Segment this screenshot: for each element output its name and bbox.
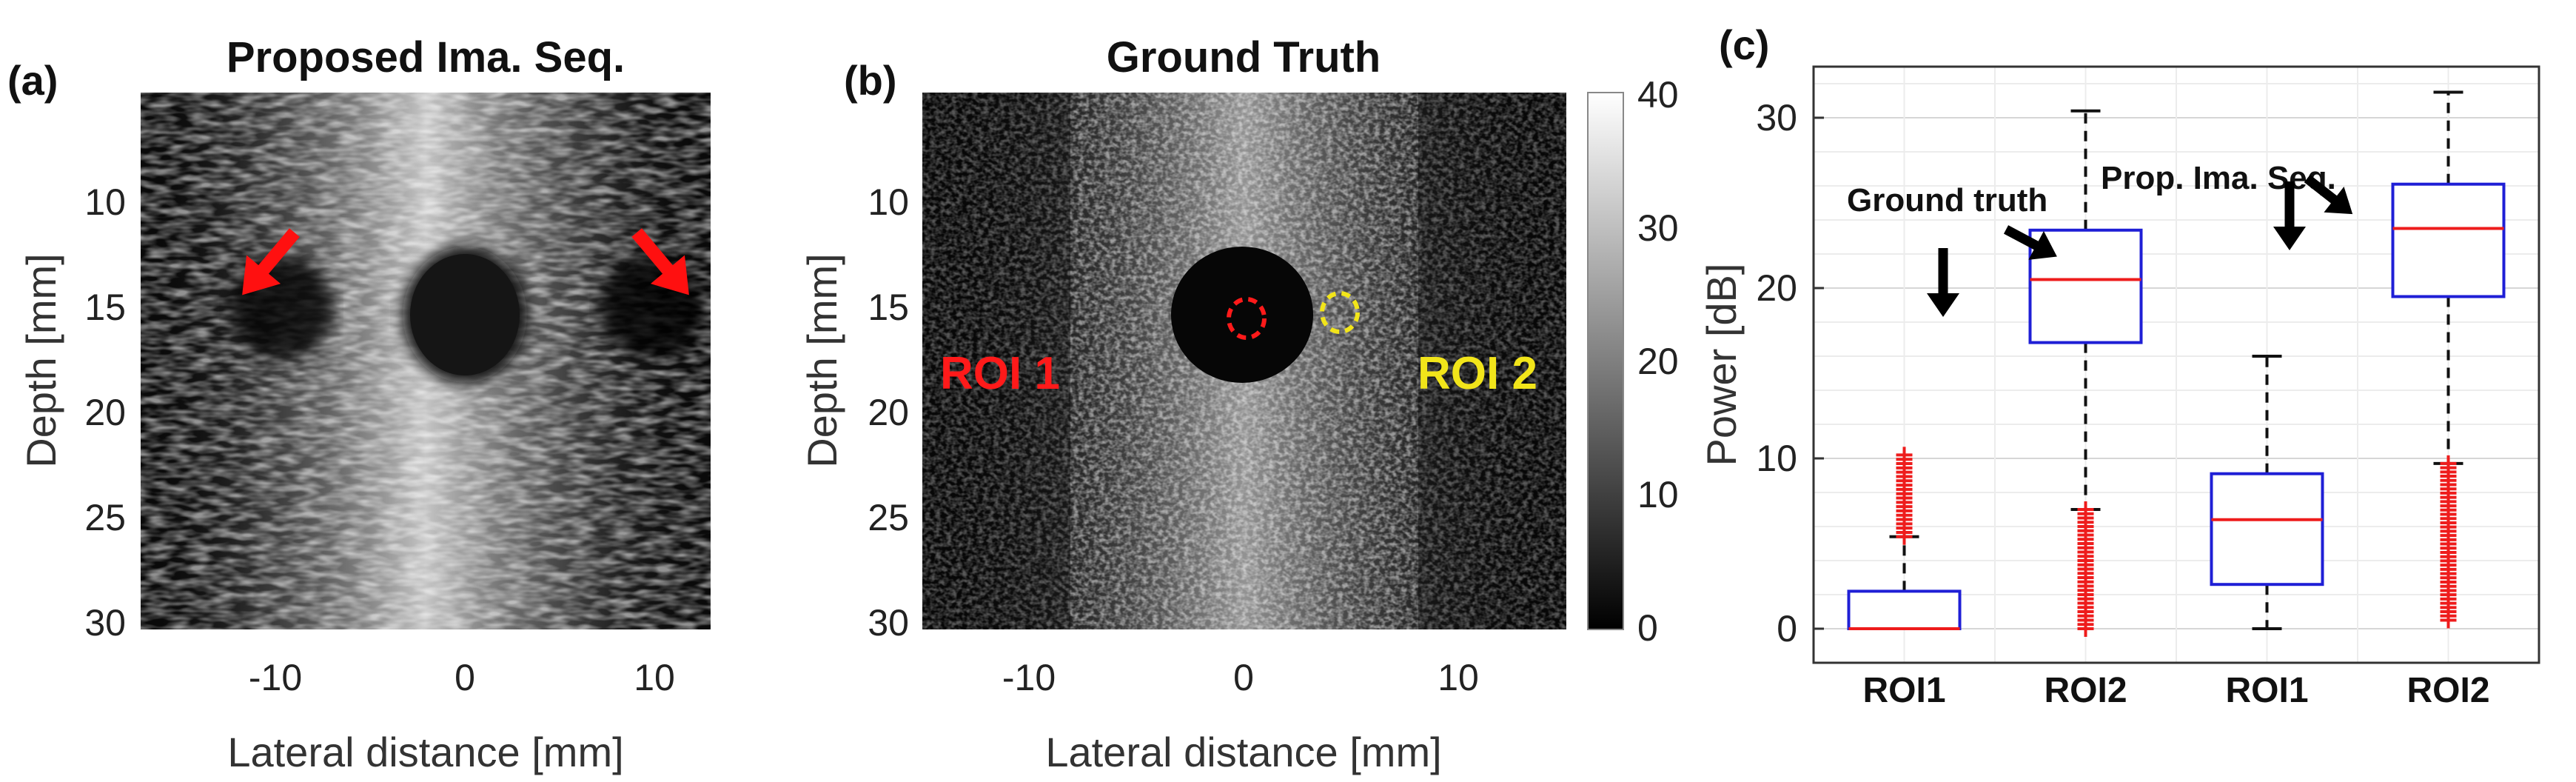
box (2210, 472, 2324, 586)
panel-a-image (141, 93, 711, 629)
outlier-marker (2077, 501, 2094, 518)
panel-b-yticks: 10 15 20 25 30 (868, 181, 909, 644)
panel-a-arrow-left (242, 228, 300, 295)
colorbar: 0 10 20 30 40 (1587, 74, 1679, 649)
roi2-marker (1320, 291, 1360, 334)
annotation-arrow (2304, 174, 2353, 215)
ytick-label: 20 (1756, 267, 1797, 309)
category-label: ROI2 (2044, 671, 2127, 710)
panel-a-tag: (a) (7, 57, 58, 104)
plot-frame (1812, 65, 2540, 664)
panel-a-ytick: 15 (84, 287, 126, 328)
colorbar-tick: 40 (1637, 74, 1679, 116)
panel-b-tag: (b) (844, 57, 897, 104)
panel-a-xticks: -10 0 10 (249, 657, 675, 698)
panel-a-ytick: 25 (84, 497, 126, 538)
annotation-ground-truth: Ground truth (1847, 182, 2047, 218)
panel-a-xtick: 10 (634, 657, 675, 698)
annotation-arrow (2003, 225, 2057, 260)
category-label: ROI2 (2406, 671, 2489, 710)
panel-a: (a) Proposed Ima. Seq. 10 15 20 25 (7, 33, 711, 775)
panel-a-ytick: 10 (84, 181, 126, 223)
panel-a-xtick: -10 (249, 657, 302, 698)
panel-b: (b) Ground Truth ROI 1 ROI 2 0 10 20 30 … (799, 33, 1679, 775)
panel-b-xticks: -10 0 10 (1002, 657, 1479, 698)
ytick-label: 0 (1777, 608, 1797, 649)
panel-a-ytick: 20 (84, 392, 126, 433)
box (2391, 182, 2506, 298)
panel-a-arrow-right (631, 228, 689, 295)
annotation-proposed: Prop. Ima. Seq. (2101, 160, 2336, 196)
panel-b-xlabel: Lateral distance [mm] (1045, 729, 1441, 775)
ytick-label: 30 (1756, 97, 1797, 138)
annotation-arrow (1927, 248, 1959, 317)
panel-b-xtick: -10 (1002, 657, 1056, 698)
y-axis-label: Power [dB] (1698, 264, 1745, 467)
roi2-label: ROI 2 (1418, 348, 1537, 399)
category-label: ROI1 (2225, 671, 2308, 710)
outlier-marker (2440, 455, 2457, 472)
colorbar-tick: 20 (1637, 341, 1679, 382)
category-label: ROI1 (1862, 671, 1945, 710)
colorbar-tick: 10 (1637, 474, 1679, 515)
panel-a-yticks: 10 15 20 25 30 (84, 181, 126, 644)
colorbar-tick: 0 (1637, 607, 1658, 649)
annotation-arrow (2273, 181, 2306, 250)
roi1-marker (1227, 297, 1267, 340)
panel-a-ytick: 30 (84, 602, 126, 644)
panel-b-ytick: 15 (868, 287, 909, 328)
panel-a-ylabel: Depth [mm] (18, 253, 64, 467)
panel-c-tag: (c) (1719, 21, 1769, 68)
panel-a-xtick: 0 (455, 657, 475, 698)
panel-b-ytick: 20 (868, 392, 909, 433)
box (1847, 589, 1962, 631)
colorbar-tick: 30 (1637, 207, 1679, 249)
panel-c: (c) 0 10 20 30 Power [dB] ROI1 ROI2 ROI1 ROI2 Gr… (1698, 21, 2540, 710)
panel-b-ytick: 30 (868, 602, 909, 644)
panel-b-title: Ground Truth (1107, 33, 1381, 81)
roi1-label: ROI 1 (940, 348, 1060, 399)
panel-b-xtick: 10 (1438, 657, 1479, 698)
panel-b-ytick: 10 (868, 181, 909, 223)
panel-a-xlabel: Lateral distance [mm] (227, 729, 623, 775)
panel-b-xtick: 0 (1233, 657, 1254, 698)
outlier-marker (1896, 447, 1913, 464)
boxplot: 0 10 20 30 Power [dB] ROI1 ROI2 ROI1 ROI2 (1698, 65, 2540, 710)
panel-b-ytick: 25 (868, 497, 909, 538)
panel-b-image (922, 93, 1566, 629)
panel-b-ylabel: Depth [mm] (799, 253, 845, 467)
panel-a-title: Proposed Ima. Seq. (227, 33, 625, 81)
ytick-label: 10 (1756, 438, 1797, 479)
